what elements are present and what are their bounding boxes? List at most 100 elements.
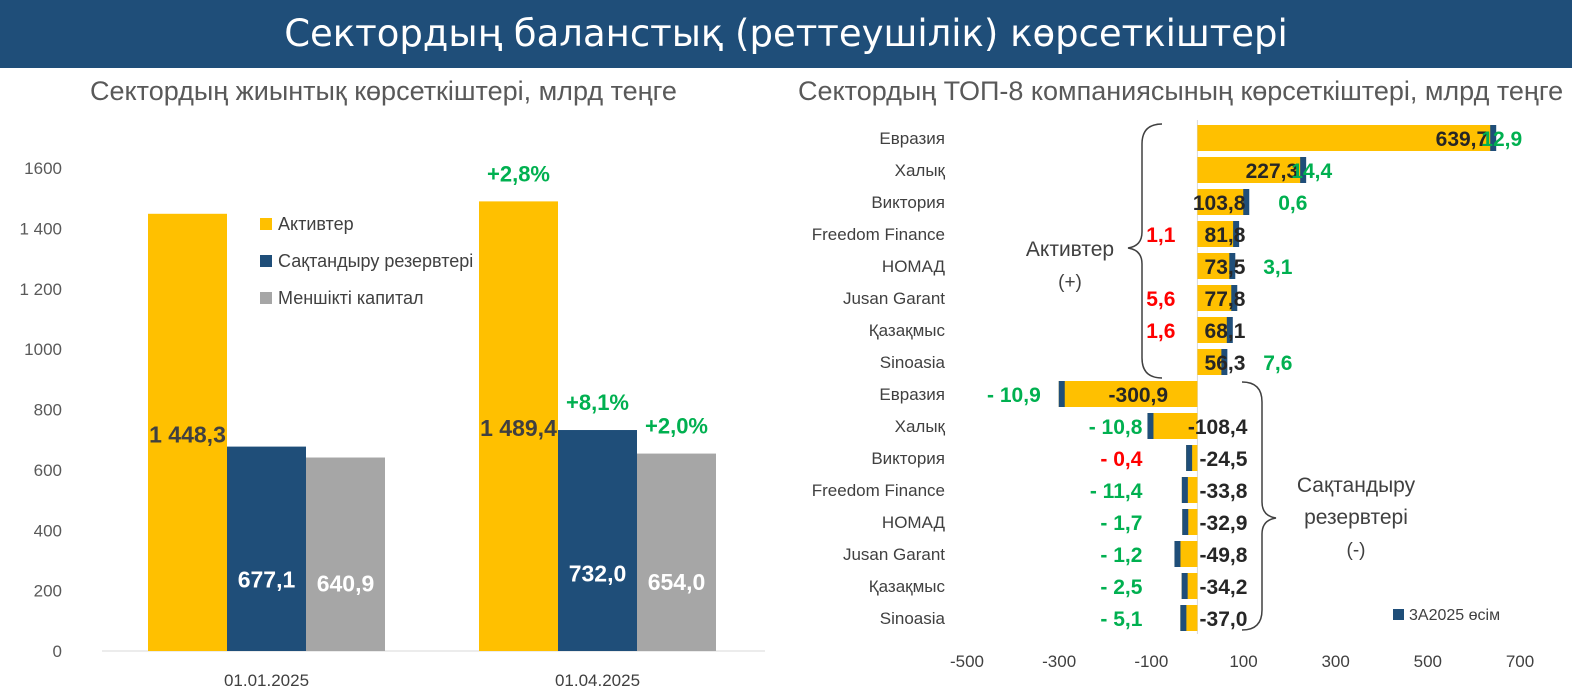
growth-marker [1231, 285, 1238, 311]
bar-value-label: 227,3 [1246, 160, 1299, 183]
bar-reserve [1147, 413, 1198, 439]
assets-brace [1127, 123, 1163, 379]
company-label: Қазақмыс [869, 577, 946, 596]
header-banner: Сектордың баланстық (реттеушілік) көрсет… [0, 0, 1572, 68]
growth-marker [1221, 349, 1228, 375]
growth-label: - 10,8 [1089, 416, 1143, 439]
growth-label: - 0,4 [1100, 448, 1142, 471]
left-chart-title: Сектордың жиынтық көрсеткіштері, млрд те… [90, 76, 677, 106]
growth-label: - 5,1 [1100, 608, 1142, 631]
growth-marker [1174, 541, 1181, 567]
growth-label: 0,6 [1278, 192, 1307, 215]
bar-value-label: -300,9 [1109, 384, 1169, 407]
company-label: Виктория [871, 449, 945, 468]
bar-value-label: 68,1 [1205, 320, 1246, 343]
bar-value-label: -34,2 [1200, 576, 1248, 599]
top8-bar-chart: Евразия 639,712,9 Халық 227,314,4 Виктория 10… [812, 120, 1534, 671]
growth-label: 7,6 [1263, 352, 1292, 375]
bar-value-label: 732,0 [569, 561, 627, 587]
growth-label: - 2,5 [1100, 576, 1142, 599]
y-tick-label: 400 [34, 521, 62, 540]
x-tick-label: 300 [1321, 652, 1349, 671]
bar-assets [479, 201, 558, 651]
growth-label: 12,9 [1481, 128, 1522, 151]
legend-label: Меншікті капитал [278, 288, 424, 308]
assets-group-label: Активтер [1026, 238, 1114, 261]
x-category-label: 01.04.2025 [555, 671, 640, 690]
growth-marker [1226, 317, 1233, 343]
bar-equity [637, 453, 716, 651]
growth-label: - 10,9 [987, 384, 1041, 407]
bar-reserves [227, 446, 306, 651]
company-label: Jusan Garant [843, 289, 945, 308]
company-label: Евразия [879, 385, 945, 404]
legend-swatch [260, 292, 272, 304]
bar-value-label: 56,3 [1205, 352, 1246, 375]
growth-marker [1186, 445, 1193, 471]
x-tick-label: 500 [1414, 652, 1442, 671]
bar-value-label: -49,8 [1200, 544, 1248, 567]
legend-swatch [260, 218, 272, 230]
company-label: НОМАД [882, 513, 946, 532]
growth-marker [1181, 573, 1188, 599]
company-label: Қазақмыс [869, 321, 946, 340]
y-tick-label: 600 [34, 461, 62, 480]
bar-value-label: 1 448,3 [149, 421, 226, 447]
reserves-group-sign: (-) [1347, 540, 1366, 561]
company-label: Sinoasia [880, 353, 946, 372]
company-label: Халық [895, 417, 946, 436]
bar-value-label: -24,5 [1200, 448, 1248, 471]
bar-value-label: 654,0 [648, 569, 706, 595]
company-label: Виктория [871, 193, 945, 212]
legend-label: Активтер [278, 214, 354, 234]
growth-marker [1147, 413, 1154, 439]
bar-value-label: -32,9 [1200, 512, 1248, 535]
bar-value-label: 103,8 [1193, 192, 1246, 215]
growth-label: 5,6 [1146, 288, 1175, 311]
y-tick-label: 0 [53, 642, 62, 661]
change-label: +2,0% [645, 414, 708, 439]
balance-bar-chart: 0 200 400 600 800 1000 1 200 1 400 1600 1 448,3 67… [19, 159, 765, 690]
company-label: Евразия [879, 129, 945, 148]
bar-value-label: 73,5 [1205, 256, 1246, 279]
growth-marker [1181, 477, 1188, 503]
growth-label: 1,1 [1146, 224, 1176, 247]
x-tick-label: 100 [1229, 652, 1257, 671]
legend-label: 3А2025 өсім [1409, 607, 1500, 624]
bar-reserves [558, 430, 637, 651]
growth-marker [1490, 125, 1497, 151]
growth-label: - 1,7 [1100, 512, 1142, 535]
right-chart-title: Сектордың ТОП-8 компаниясының көрсеткішт… [798, 76, 1564, 106]
bar-value-label: 81,8 [1205, 224, 1246, 247]
bar-asset [1197, 221, 1236, 247]
growth-marker [1180, 605, 1187, 631]
legend-swatch [260, 255, 272, 267]
x-tick-label: -500 [950, 652, 984, 671]
legend-swatch [1393, 609, 1404, 620]
bar-value-label: 677,1 [238, 566, 296, 592]
growth-marker [1233, 221, 1240, 247]
bar-value-label: 640,9 [317, 570, 375, 596]
x-category-label: 01.01.2025 [224, 671, 309, 690]
y-tick-label: 200 [34, 582, 62, 601]
y-tick-label: 800 [34, 401, 62, 420]
bar-asset [1197, 253, 1232, 279]
company-label: Jusan Garant [843, 545, 945, 564]
change-label: +2,8% [487, 161, 550, 186]
company-label: Freedom Finance [812, 225, 945, 244]
bar-asset [1197, 317, 1229, 343]
bar-value-label: -37,0 [1200, 608, 1248, 631]
company-label: Freedom Finance [812, 481, 945, 500]
y-tick-label: 1 200 [19, 280, 62, 299]
bar-value-label: -33,8 [1200, 480, 1248, 503]
bar-value-label: -108,4 [1188, 416, 1248, 439]
bar-value-label: 639,7 [1436, 128, 1489, 151]
reserves-group-label: Сақтандыру [1297, 474, 1416, 497]
bar-asset [1197, 285, 1234, 311]
growth-label: - 11,4 [1090, 480, 1143, 503]
bar-equity [306, 457, 385, 651]
growth-marker [1300, 157, 1307, 183]
x-tick-label: 700 [1506, 652, 1534, 671]
company-label: Sinoasia [880, 609, 946, 628]
x-tick-label: -300 [1042, 652, 1076, 671]
